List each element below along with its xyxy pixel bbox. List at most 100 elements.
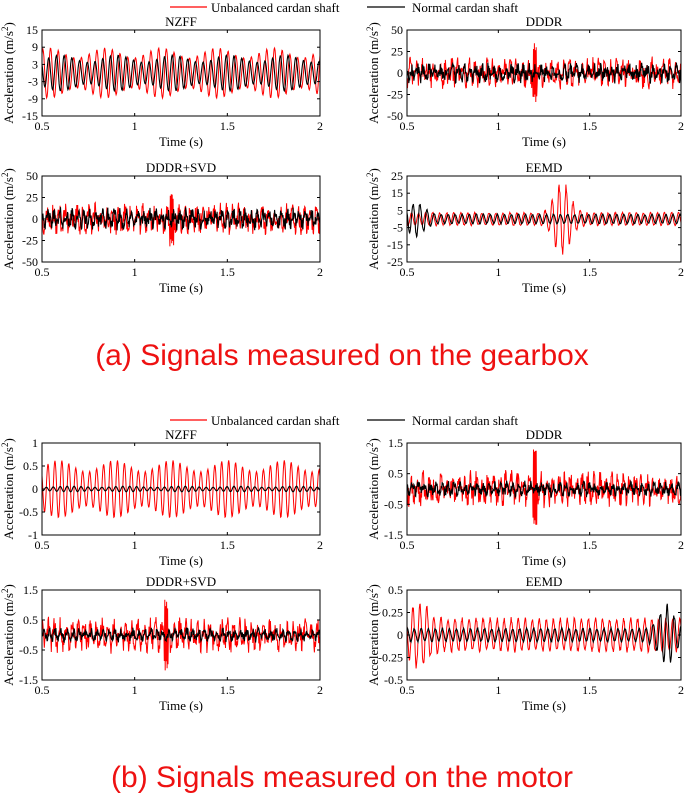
y-tick-label: 15 (26, 23, 38, 37)
y-tick-label: 9 (32, 40, 38, 54)
y-axis-label: Acceleration (m/s2) (0, 168, 16, 270)
y-axis-label: Acceleration (m/s2) (365, 438, 381, 540)
x-tick-label: 1 (132, 538, 138, 552)
x-tick-label: 0.5 (35, 119, 50, 133)
y-tick-label: -0.5 (384, 497, 403, 511)
panel-title: DDDR (526, 14, 563, 29)
y-axis-label: Acceleration (m/s2) (0, 438, 16, 540)
series-line-normal (42, 53, 320, 93)
panel-title: DDDR+SVD (146, 574, 216, 589)
y-tick-label: 0.5 (388, 467, 403, 481)
y-tick-label: 0.5 (388, 583, 403, 597)
y-tick-label: -0.25 (378, 651, 403, 665)
y-tick-label: 3 (32, 57, 38, 71)
panel-title: EEMD (526, 160, 563, 175)
panel-motor-dddr-svd: 0.5 1 1.5 2 -1.5 -0.5 0.5 1.5 DDDR+SVD Time (s) Ac… (0, 574, 323, 713)
y-tick-label: 25 (391, 169, 403, 183)
x-tick-label: 1.5 (220, 538, 235, 552)
x-tick-label: 1 (132, 265, 138, 279)
x-tick-label: 0.5 (400, 265, 415, 279)
y-tick-label: 0 (397, 628, 403, 642)
y-axis-label: Acceleration (m/s2) (0, 584, 16, 686)
y-tick-label: -15 (22, 109, 38, 123)
x-axis-label: Time (s) (522, 698, 566, 713)
y-tick-label: 0 (397, 66, 403, 80)
series-line-unbalanced (407, 184, 681, 255)
x-tick-label: 1.5 (582, 683, 597, 697)
x-tick-label: 1.5 (582, 119, 597, 133)
x-axis-label: Time (s) (522, 280, 566, 295)
x-tick-label: 1.5 (220, 683, 235, 697)
x-axis-label: Time (s) (522, 134, 566, 149)
x-tick-label: 1 (132, 683, 138, 697)
x-tick-label: 0.5 (35, 538, 50, 552)
y-tick-label: 25 (391, 45, 403, 59)
y-tick-label: 1.5 (23, 583, 38, 597)
series-line-normal (42, 626, 320, 644)
y-tick-label: -0.5 (384, 673, 403, 687)
x-tick-label: 1 (495, 119, 501, 133)
series-line-normal (407, 203, 681, 239)
y-tick-label: -5 (393, 221, 403, 235)
x-tick-label: 2 (678, 119, 684, 133)
panel-title: EEMD (526, 574, 563, 589)
x-tick-label: 1.5 (220, 265, 235, 279)
y-tick-label: -15 (387, 238, 403, 252)
y-axis-label: Acceleration (m/s2) (365, 168, 381, 270)
y-tick-label: 0.25 (382, 606, 403, 620)
series-line-unbalanced (42, 460, 320, 519)
y-tick-label: 5 (397, 203, 403, 217)
y-tick-label: 0.5 (23, 613, 38, 627)
y-tick-label: 0 (32, 482, 38, 496)
y-tick-label: -50 (22, 255, 38, 269)
x-tick-label: 2 (678, 683, 684, 697)
y-tick-label: 25 (26, 191, 38, 205)
x-axis-label: Time (s) (159, 698, 203, 713)
y-tick-label: -3 (28, 75, 38, 89)
x-tick-label: 2 (317, 265, 323, 279)
x-axis-label: Time (s) (159, 134, 203, 149)
panel-gearbox-eemd: 0.5 1 1.5 2 -25 -15 -5 5 15 25 EEMD Time (s) Acceler… (365, 160, 684, 295)
y-tick-label: 50 (26, 169, 38, 183)
series-line-normal (42, 485, 320, 493)
y-axis-label: Acceleration (m/s2) (365, 22, 381, 124)
x-tick-label: 2 (678, 265, 684, 279)
x-tick-label: 2 (317, 119, 323, 133)
x-tick-label: 0.5 (35, 683, 50, 697)
y-tick-label: 50 (391, 23, 403, 37)
legend-unbalanced-label: Unbalanced cardan shaft (211, 413, 340, 428)
panel-gearbox-dddr: 0.5 1 1.5 2 -50 -25 0 25 50 DDDR Time (s) Accelerat… (365, 14, 684, 149)
plot-frame (41, 442, 321, 536)
panel-motor-nzff: 0.5 1 1.5 2 -1 -0.5 0 0.5 1 NZFF Time (s) Accelerat… (0, 427, 323, 568)
x-tick-label: 1 (132, 119, 138, 133)
legend-unbalanced-label: Unbalanced cardan shaft (211, 0, 340, 15)
panel-title: DDDR (526, 427, 563, 442)
y-tick-label: -25 (387, 255, 403, 269)
y-tick-label: -1.5 (19, 673, 38, 687)
x-tick-label: 2 (678, 538, 684, 552)
panel-title: DDDR+SVD (146, 160, 216, 175)
x-tick-label: 1.5 (582, 265, 597, 279)
caption-motor: (b) Signals measured on the motor (111, 761, 573, 794)
y-tick-label: 15 (391, 186, 403, 200)
x-tick-label: 1.5 (220, 119, 235, 133)
y-tick-label: -1 (28, 528, 38, 542)
plot-frame (406, 175, 682, 263)
x-tick-label: 0.5 (400, 538, 415, 552)
legend-motor: Unbalanced cardan shaft Normal cardan sh… (170, 413, 519, 428)
x-tick-label: 1 (495, 265, 501, 279)
x-axis-label: Time (s) (159, 280, 203, 295)
series-line-unbalanced (407, 603, 681, 669)
x-axis-label: Time (s) (522, 553, 566, 568)
caption-gearbox: (a) Signals measured on the gearbox (95, 339, 589, 372)
x-tick-label: 0.5 (400, 683, 415, 697)
series-line-normal (407, 603, 681, 663)
y-axis-label: Acceleration (m/s2) (365, 584, 381, 686)
plot-frame (406, 442, 682, 536)
legend-normal-label: Normal cardan shaft (412, 413, 519, 428)
series-line-normal (407, 61, 681, 85)
series-line-unbalanced (42, 599, 320, 671)
y-tick-label: -9 (28, 92, 38, 106)
